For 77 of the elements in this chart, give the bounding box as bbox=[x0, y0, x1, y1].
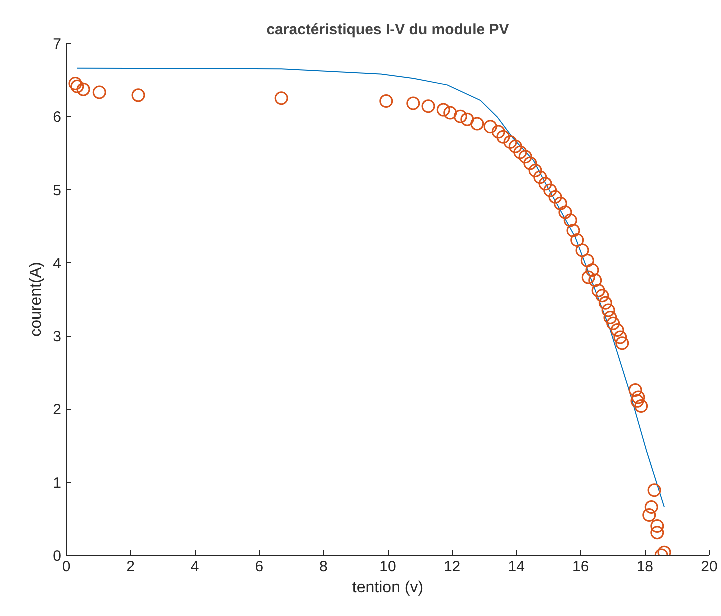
point bbox=[422, 100, 436, 114]
point bbox=[650, 520, 664, 533]
x-tick-label: 4 bbox=[190, 558, 200, 576]
point bbox=[76, 82, 90, 96]
point bbox=[610, 323, 624, 337]
y-axis-title: courent(A) bbox=[28, 262, 46, 337]
x-axis-title: tention (v) bbox=[352, 580, 424, 596]
point bbox=[606, 316, 620, 330]
point bbox=[380, 94, 394, 108]
point bbox=[496, 130, 510, 144]
point bbox=[564, 214, 578, 228]
point bbox=[566, 224, 580, 238]
x-tick-label: 8 bbox=[320, 558, 328, 576]
point bbox=[570, 234, 584, 247]
point bbox=[650, 526, 664, 540]
point bbox=[632, 390, 646, 404]
point bbox=[524, 156, 538, 170]
point bbox=[644, 500, 658, 514]
point bbox=[592, 284, 606, 298]
point bbox=[492, 125, 506, 139]
x-tick-label: 16 bbox=[572, 558, 590, 576]
x-tick-label: 18 bbox=[636, 558, 654, 576]
y-tick-label: 3 bbox=[53, 328, 62, 346]
point bbox=[554, 196, 568, 210]
point bbox=[604, 311, 618, 325]
point bbox=[274, 92, 288, 106]
point bbox=[616, 336, 630, 350]
point bbox=[544, 184, 558, 198]
point bbox=[628, 383, 642, 397]
x-tick-label: 10 bbox=[380, 558, 396, 576]
point bbox=[508, 140, 522, 154]
y-tick-label: 4 bbox=[53, 255, 62, 272]
point bbox=[518, 150, 532, 164]
point bbox=[92, 86, 106, 100]
point bbox=[596, 289, 610, 303]
point bbox=[614, 330, 628, 344]
y-tick-label: 7 bbox=[53, 36, 62, 53]
y-tick-label: 6 bbox=[53, 109, 62, 126]
x-tick-label: 14 bbox=[508, 558, 525, 576]
point bbox=[634, 400, 648, 414]
point bbox=[132, 88, 146, 102]
point bbox=[406, 96, 420, 110]
y-tick-label: 2 bbox=[53, 402, 62, 419]
point bbox=[534, 170, 548, 184]
point bbox=[648, 484, 662, 498]
point bbox=[630, 394, 644, 408]
point bbox=[588, 274, 602, 288]
y-tick-label: 1 bbox=[53, 474, 62, 492]
point bbox=[558, 206, 572, 220]
point bbox=[528, 164, 542, 178]
point bbox=[68, 76, 82, 90]
point bbox=[454, 110, 468, 124]
x-tick-label: 20 bbox=[701, 558, 718, 576]
point bbox=[504, 136, 518, 149]
point bbox=[470, 117, 484, 131]
point bbox=[70, 80, 84, 94]
y-tick-label: 0 bbox=[53, 548, 62, 565]
x-tick-label: 12 bbox=[444, 558, 461, 576]
x-tick-label: 6 bbox=[255, 558, 264, 576]
point bbox=[598, 296, 612, 310]
y-tick-label: 5 bbox=[53, 182, 62, 200]
point bbox=[444, 106, 458, 120]
point bbox=[576, 244, 590, 258]
point bbox=[642, 508, 656, 522]
point bbox=[586, 264, 600, 277]
point bbox=[582, 270, 596, 284]
point bbox=[514, 146, 528, 160]
point bbox=[580, 254, 594, 268]
point bbox=[602, 304, 616, 318]
chart-title: caractéristiques I-V du module PV bbox=[266, 22, 510, 38]
point bbox=[436, 103, 450, 117]
line-series bbox=[76, 68, 665, 508]
point bbox=[460, 112, 474, 126]
point bbox=[484, 120, 498, 134]
x-tick-label: 2 bbox=[126, 558, 135, 576]
point bbox=[548, 190, 562, 204]
point bbox=[538, 177, 552, 191]
